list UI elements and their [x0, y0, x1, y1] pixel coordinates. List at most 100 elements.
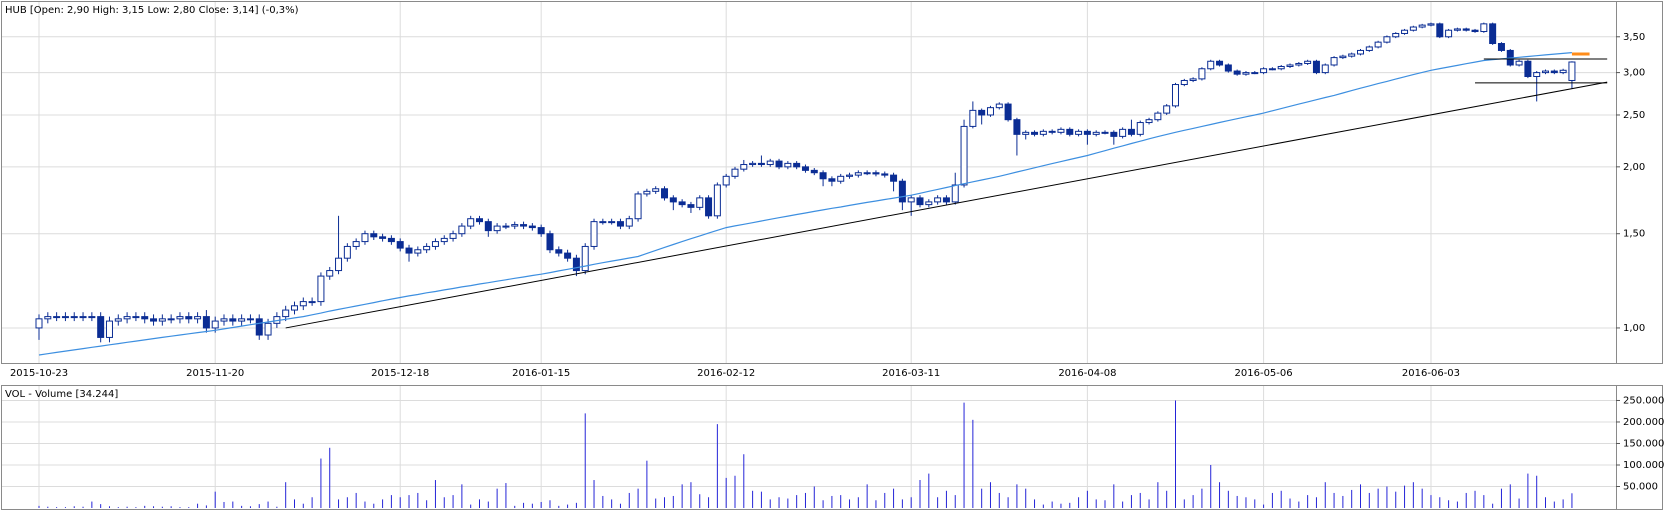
candle-body	[731, 168, 739, 177]
candle-body	[986, 107, 994, 116]
candle-body	[1515, 60, 1523, 66]
candle-body	[916, 197, 924, 206]
candle-body	[220, 318, 228, 322]
candle-body	[1339, 55, 1347, 59]
x-tick-label: 2015-12-18	[371, 368, 429, 379]
candle-body	[1268, 68, 1276, 71]
panel-title: HUB [Open: 2,90 High: 3,15 Low: 2,80 Clo…	[5, 5, 299, 16]
candle-body	[1559, 69, 1567, 74]
candle-body	[44, 316, 52, 320]
candle-body	[1251, 72, 1259, 75]
candle-body	[1083, 130, 1091, 135]
candle-body	[1392, 32, 1400, 38]
candle-body	[528, 225, 536, 229]
candle-body	[555, 249, 563, 254]
candle-body	[1286, 64, 1294, 67]
candle-body	[97, 316, 105, 338]
candle-body	[978, 109, 986, 116]
candle-body	[581, 245, 589, 272]
candle-body	[414, 249, 422, 254]
candle-body	[343, 245, 351, 259]
candle-body	[1013, 119, 1021, 135]
candle-body	[722, 175, 730, 186]
candle-body	[105, 320, 113, 338]
y-tick-label: 3,50	[1623, 32, 1645, 43]
candle-body	[1497, 43, 1505, 51]
candle-body	[687, 204, 695, 208]
candle-body	[1418, 24, 1426, 28]
candle-body	[352, 241, 360, 247]
candle-body	[502, 225, 510, 228]
candle-body	[431, 241, 439, 247]
candle-body	[740, 164, 748, 170]
candle-body	[1101, 131, 1109, 134]
candle-body	[1550, 70, 1558, 74]
candle-body	[757, 162, 765, 166]
x-tick-label: 2016-05-06	[1235, 368, 1293, 379]
candle-body	[960, 125, 968, 186]
candle-body	[405, 247, 413, 254]
candle-body	[872, 172, 880, 175]
candle-body	[537, 227, 545, 235]
candle-body	[194, 316, 202, 320]
candle-body	[299, 301, 307, 307]
candle-body	[925, 201, 933, 206]
x-tick-label: 2016-02-12	[697, 368, 755, 379]
candle-body	[1409, 26, 1417, 31]
candle-body	[669, 197, 677, 203]
candle-body	[290, 305, 298, 311]
candle-body	[616, 221, 624, 227]
candle-body	[53, 316, 61, 319]
candle-body	[1242, 72, 1250, 75]
candle-body	[1004, 103, 1012, 121]
candle-body	[572, 257, 580, 272]
y-tick-label: 1,50	[1623, 229, 1645, 240]
y-tick-label: 100.000	[1623, 460, 1664, 471]
candle-body	[1216, 60, 1224, 66]
candle-body	[1154, 112, 1162, 121]
candle-body	[775, 160, 783, 168]
candle-body	[696, 197, 704, 208]
candle-body	[749, 162, 757, 166]
candle-body	[1365, 46, 1373, 51]
candle-body	[969, 109, 977, 127]
candle-body	[898, 180, 906, 203]
candle-body	[1110, 131, 1118, 137]
x-tick-label: 2015-11-20	[186, 368, 244, 379]
moving-average	[38, 52, 1572, 356]
candle-body	[1295, 62, 1303, 66]
candle-body	[1048, 130, 1056, 133]
candle-body	[61, 316, 69, 319]
candle-body	[1436, 23, 1444, 38]
candle-body	[476, 218, 483, 223]
y-tick-label: 200.000	[1623, 417, 1664, 428]
candle-body	[141, 316, 149, 320]
candle-body	[255, 318, 263, 336]
candle-body	[70, 316, 78, 319]
candle-body	[1304, 60, 1312, 64]
candle-body	[467, 218, 475, 227]
candle-body	[387, 237, 395, 243]
candle-body	[846, 174, 854, 177]
candle-body	[705, 197, 713, 217]
y-tick-label: 50.000	[1623, 481, 1658, 492]
candle-body	[370, 233, 378, 238]
candle-body	[634, 193, 642, 220]
candle-body	[158, 318, 166, 322]
x-tick-label: 2015-10-23	[10, 368, 68, 379]
candle-body	[1207, 60, 1215, 70]
candle-body	[379, 236, 387, 239]
panel-title: VOL - Volume [34.244]	[5, 389, 118, 400]
candle-body	[493, 225, 501, 232]
candle-body	[661, 188, 669, 199]
volume-panel-frame	[1, 385, 1663, 510]
candle-body	[308, 301, 316, 304]
candle-body	[1427, 23, 1435, 26]
candle-body	[766, 160, 774, 166]
candle-body	[1471, 29, 1479, 33]
candle-body	[1348, 53, 1356, 57]
candle-body	[1260, 68, 1268, 74]
candle-body	[1383, 36, 1391, 43]
candle-body	[35, 318, 43, 329]
